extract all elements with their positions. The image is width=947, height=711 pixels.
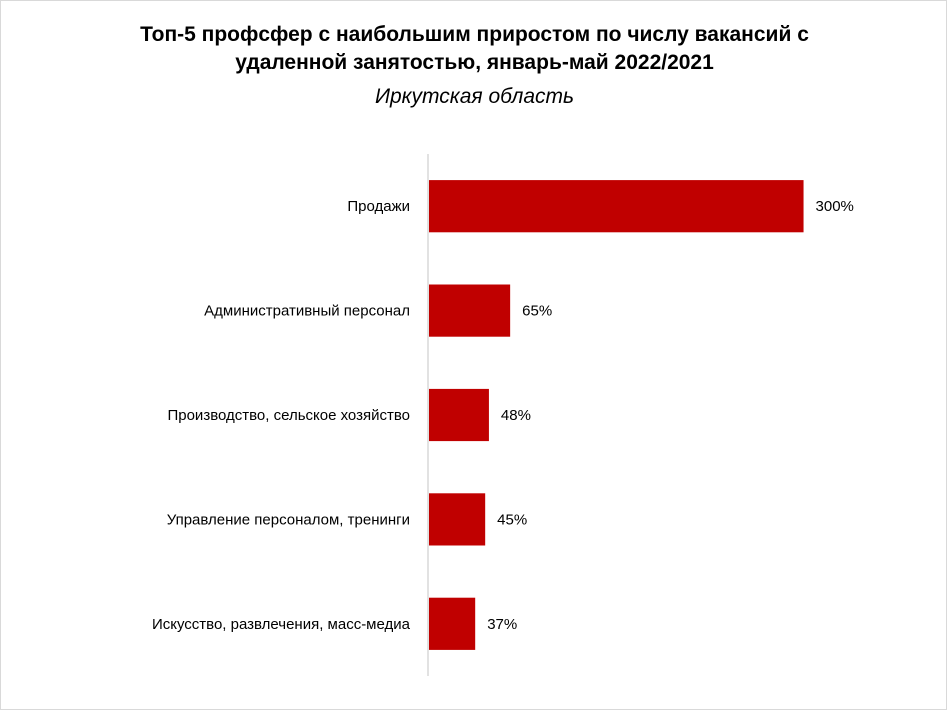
- value-label-3: 45%: [497, 511, 527, 528]
- value-label-4: 37%: [487, 616, 517, 633]
- chart-title-line-2: удаленной занятостью, январь-май 2022/20…: [235, 51, 714, 74]
- chart-subtitle: Иркутская область: [374, 85, 575, 108]
- bar-4: [429, 597, 476, 650]
- value-label-1: 65%: [522, 303, 552, 320]
- bar-1: [429, 284, 511, 337]
- category-label-0: Продажи: [347, 198, 410, 215]
- chart-title: Топ-5 профсфер с наибольшим приростом по…: [1, 21, 947, 77]
- category-label-4: Искусство, развлечения, масс-медиа: [152, 616, 411, 633]
- category-label-3: Управление персоналом, тренинги: [167, 511, 410, 528]
- bar-3: [429, 493, 486, 546]
- value-label-0: 300%: [816, 198, 854, 215]
- value-label-2: 48%: [501, 407, 531, 424]
- category-label-1: Административный персонал: [204, 303, 410, 320]
- chart-title-line-1: Топ-5 профсфер с наибольшим приростом по…: [140, 23, 809, 46]
- bar-2: [429, 388, 489, 442]
- category-label-2: Производство, сельское хозяйство: [167, 407, 410, 424]
- bar-0: [429, 180, 804, 233]
